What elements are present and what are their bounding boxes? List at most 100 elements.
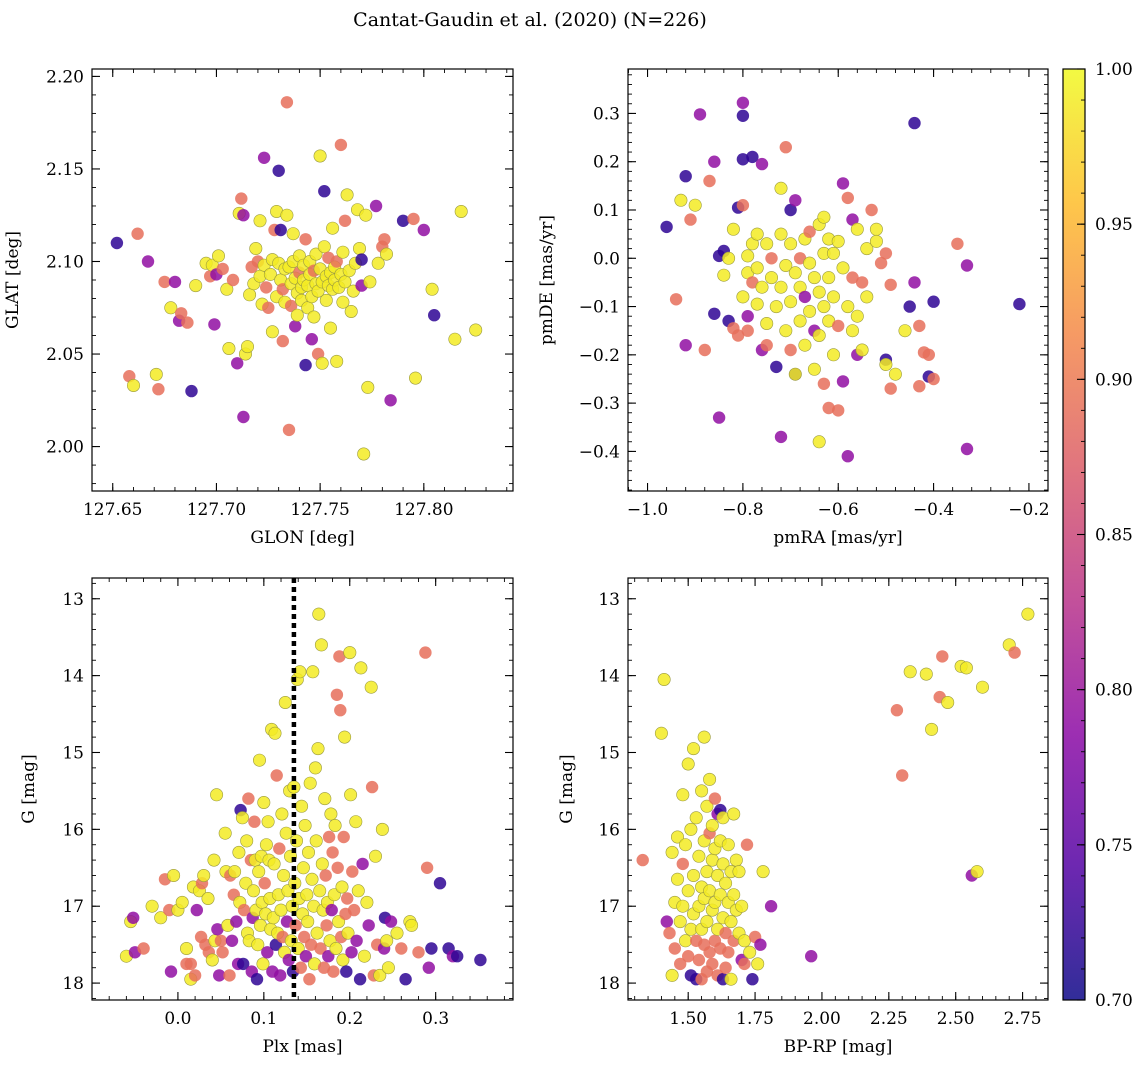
data-point xyxy=(803,256,817,270)
data-point xyxy=(689,811,703,825)
data-point xyxy=(380,934,394,948)
y-tick-label: 15 xyxy=(62,743,84,763)
data-point xyxy=(922,348,935,361)
data-point xyxy=(319,293,333,307)
y-tick-label: 16 xyxy=(598,820,620,840)
data-point xyxy=(384,915,398,928)
data-point xyxy=(769,300,783,314)
data-point xyxy=(305,872,319,886)
data-point xyxy=(807,362,821,376)
data-point xyxy=(736,199,750,212)
plot-area xyxy=(628,578,1048,1000)
data-point xyxy=(336,245,350,259)
data-point xyxy=(665,968,679,982)
data-point xyxy=(826,348,840,362)
data-point xyxy=(300,888,314,902)
data-point xyxy=(841,450,854,463)
data-point xyxy=(764,271,778,285)
data-point xyxy=(375,822,389,836)
data-point xyxy=(251,938,265,952)
data-point xyxy=(760,237,774,251)
data-point xyxy=(352,242,366,256)
data-point xyxy=(235,811,249,825)
data-point xyxy=(317,961,331,974)
data-point xyxy=(274,223,287,237)
data-point xyxy=(384,394,397,407)
y-tick-label: −0.3 xyxy=(579,394,620,414)
data-point xyxy=(322,950,335,963)
plot-frame xyxy=(91,68,514,492)
data-point xyxy=(248,815,261,828)
data-point xyxy=(774,181,788,195)
data-point xyxy=(865,203,878,217)
data-point xyxy=(258,877,271,890)
data-point xyxy=(668,942,681,955)
data-point xyxy=(428,309,441,322)
data-point xyxy=(265,325,279,339)
data-point xyxy=(273,842,286,855)
data-point xyxy=(746,973,759,986)
data-point xyxy=(420,861,434,874)
x-tick-label: 2.00 xyxy=(803,1009,841,1029)
panel-plx-g: 0.0 0.1 0.2 0.3 13 14 15 16 17 18 Plx [mas] G [mag] xyxy=(19,577,514,1057)
data-point xyxy=(784,295,798,309)
data-point xyxy=(927,295,940,308)
data-point xyxy=(729,853,743,867)
plot-frame xyxy=(627,577,1049,1001)
data-point xyxy=(736,153,750,166)
data-point xyxy=(201,891,215,905)
data-point xyxy=(185,384,198,398)
data-point xyxy=(312,607,326,621)
data-point xyxy=(755,280,769,294)
data-point xyxy=(164,965,178,978)
data-point xyxy=(960,442,974,456)
data-point xyxy=(846,271,859,284)
data-point xyxy=(168,275,182,289)
data-point xyxy=(357,447,371,461)
data-point xyxy=(270,769,283,782)
data-point xyxy=(210,788,224,802)
data-point xyxy=(425,282,439,296)
y-tick-label: 14 xyxy=(598,667,620,687)
data-point xyxy=(226,273,240,287)
data-point xyxy=(327,888,341,902)
y-tick-label: 2.05 xyxy=(46,345,84,365)
x-axis-label: pmRA [mas/yr] xyxy=(773,528,902,548)
data-point xyxy=(908,276,921,289)
data-point xyxy=(326,221,340,235)
y-axis-label: GLAT [deg] xyxy=(3,231,23,329)
data-point xyxy=(713,888,727,902)
data-point xyxy=(719,926,732,940)
data-point xyxy=(311,742,325,756)
data-point xyxy=(674,957,687,971)
data-point xyxy=(807,271,821,285)
data-point xyxy=(737,934,751,948)
data-point xyxy=(257,151,271,164)
data-point xyxy=(250,973,264,986)
data-point xyxy=(237,903,251,917)
data-point xyxy=(214,934,228,947)
data-point xyxy=(746,150,759,164)
data-point xyxy=(216,262,229,276)
data-point xyxy=(184,957,197,971)
data-point xyxy=(330,255,343,268)
data-point xyxy=(700,915,714,929)
y-tick-label: 0.3 xyxy=(593,104,620,124)
data-point xyxy=(294,961,307,974)
data-point xyxy=(788,367,802,381)
y-tick-label: 13 xyxy=(62,590,84,610)
data-point xyxy=(774,430,788,444)
data-point xyxy=(315,857,329,871)
data-point xyxy=(313,149,327,163)
data-point xyxy=(230,915,243,928)
data-point xyxy=(344,304,358,318)
data-point xyxy=(636,853,649,867)
data-point xyxy=(660,915,673,928)
data-point xyxy=(764,900,778,913)
data-point xyxy=(341,926,355,940)
data-point xyxy=(405,918,419,932)
data-point xyxy=(365,780,379,794)
data-point xyxy=(1008,646,1021,659)
data-point xyxy=(299,358,312,372)
data-point xyxy=(231,357,244,370)
